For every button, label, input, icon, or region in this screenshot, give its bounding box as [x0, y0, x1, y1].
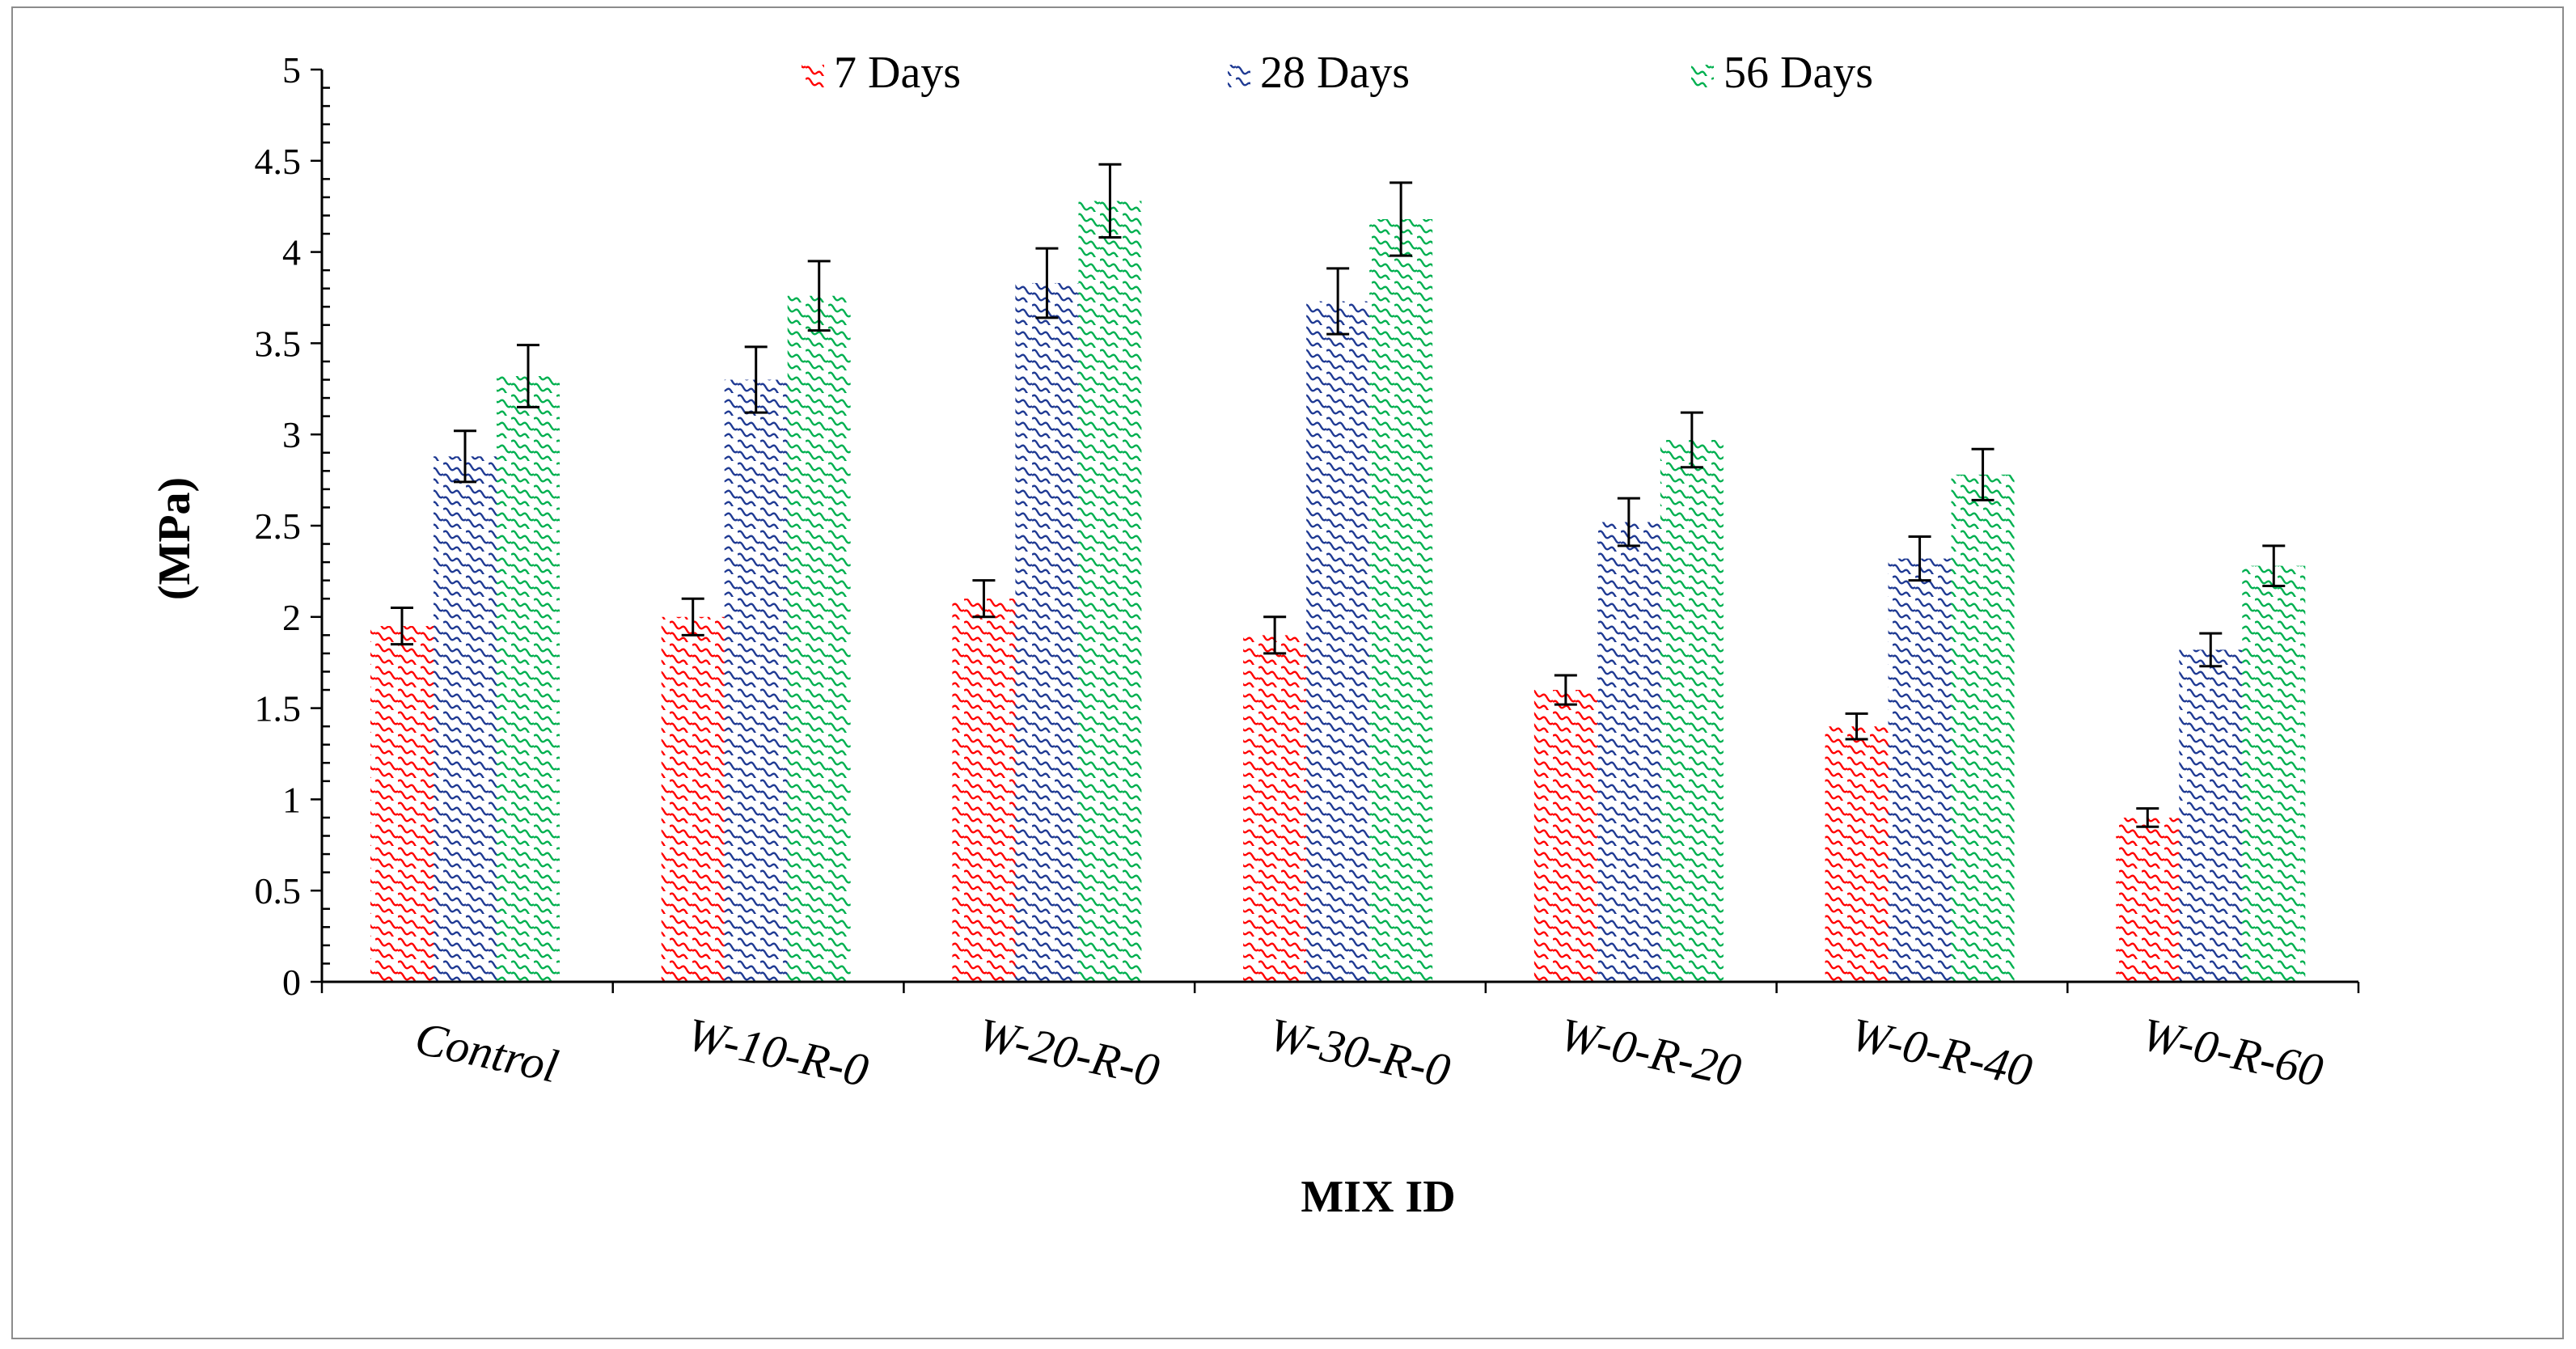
bar-chart: Control W-10-R-0 W-20-R-0 W-30-R-0 W-0-R-20 W…	[150, 48, 2360, 1222]
error-bar	[681, 597, 704, 636]
error-bar	[1908, 535, 1931, 582]
x-tick-label: W-20-R-0	[974, 1008, 1164, 1097]
y-tick-label: 0	[282, 962, 301, 1003]
legend-label: 56 Days	[1724, 48, 1873, 98]
bar-7-days-w-10-r-0	[661, 616, 725, 982]
y-tick-label: 5	[282, 49, 301, 91]
legend-item: 56 Days	[1691, 48, 1873, 98]
chart-frame: Control W-10-R-0 W-20-R-0 W-30-R-0 W-0-R-20 W…	[11, 6, 2564, 1339]
error-bar	[1326, 267, 1350, 336]
y-tick-label: 3.5	[255, 323, 302, 364]
legend-item: 28 Days	[1228, 48, 1410, 98]
error-bars-layer	[391, 163, 2286, 828]
legend-item: 7 Days	[802, 48, 961, 98]
bar-28-days-control	[434, 456, 497, 982]
legend-swatch	[1228, 65, 1250, 87]
error-bar	[1680, 411, 1703, 469]
y-tick-label: 2.5	[255, 505, 302, 547]
bar-56-days-w-30-r-0	[1369, 218, 1433, 982]
y-tick-label: 1.5	[255, 688, 302, 729]
x-tick-label: W-0-R-60	[2138, 1008, 2328, 1097]
x-tick-label: W-10-R-0	[683, 1008, 873, 1097]
bar-56-days-w-0-r-60	[2242, 565, 2306, 982]
bar-28-days-w-0-r-60	[2179, 649, 2243, 982]
bar-7-days-control	[370, 626, 434, 982]
bar-7-days-w-30-r-0	[1243, 635, 1307, 982]
error-bar	[391, 607, 413, 646]
legend-swatch	[1691, 65, 1714, 87]
bar-28-days-w-10-r-0	[724, 379, 788, 982]
error-bar	[972, 579, 996, 619]
bar-28-days-w-30-r-0	[1306, 301, 1370, 983]
error-bar	[807, 260, 831, 332]
error-bar	[1098, 163, 1122, 239]
error-bar	[1035, 247, 1059, 319]
error-bar	[1617, 497, 1640, 548]
bar-56-days-w-0-r-20	[1660, 439, 1724, 982]
bar-56-days-w-20-r-0	[1078, 201, 1142, 982]
legend-label: 28 Days	[1260, 48, 1410, 98]
x-tick-label: Control	[411, 1012, 563, 1093]
y-tick-label: 4.5	[255, 141, 302, 182]
y-tick-label: 0.5	[255, 870, 302, 911]
x-tick-label: W-0-R-40	[1846, 1008, 2037, 1097]
bar-7-days-w-0-r-60	[2116, 817, 2180, 982]
bar-56-days-w-10-r-0	[787, 295, 851, 982]
bars-layer	[370, 201, 2306, 983]
legend-label: 7 Days	[834, 48, 961, 98]
error-bar	[1263, 615, 1287, 655]
bar-7-days-w-20-r-0	[952, 598, 1016, 982]
bar-7-days-w-0-r-40	[1825, 726, 1889, 982]
bar-28-days-w-0-r-40	[1888, 558, 1952, 982]
error-bar	[744, 345, 768, 414]
error-bar	[1971, 447, 1994, 501]
bar-56-days-control	[497, 376, 560, 982]
y-axis-title: (MPa)	[150, 477, 200, 600]
x-axis-title: MIX ID	[1301, 1172, 1455, 1222]
legend-swatch	[802, 65, 824, 87]
error-bar	[454, 429, 476, 484]
error-bar	[2136, 807, 2159, 828]
bar-28-days-w-0-r-20	[1597, 522, 1660, 982]
bar-56-days-w-0-r-40	[1951, 474, 2015, 982]
bar-7-days-w-0-r-20	[1533, 690, 1597, 982]
legend: 7 Days 28 Days 56 Days	[802, 48, 1873, 98]
error-bar	[1845, 712, 1868, 741]
y-tick-label: 2	[282, 597, 301, 638]
y-tick-label: 4	[282, 232, 301, 273]
error-bar	[517, 344, 539, 408]
error-bar	[2199, 632, 2223, 668]
error-bar	[1390, 181, 1413, 257]
y-tick-label: 3	[282, 414, 301, 455]
bar-28-days-w-20-r-0	[1015, 282, 1079, 982]
x-tick-label: W-30-R-0	[1264, 1008, 1454, 1097]
error-bar	[1554, 674, 1577, 706]
x-tick-label: W-0-R-20	[1555, 1008, 1745, 1097]
y-tick-label: 1	[282, 779, 301, 820]
error-bar	[2262, 544, 2286, 587]
